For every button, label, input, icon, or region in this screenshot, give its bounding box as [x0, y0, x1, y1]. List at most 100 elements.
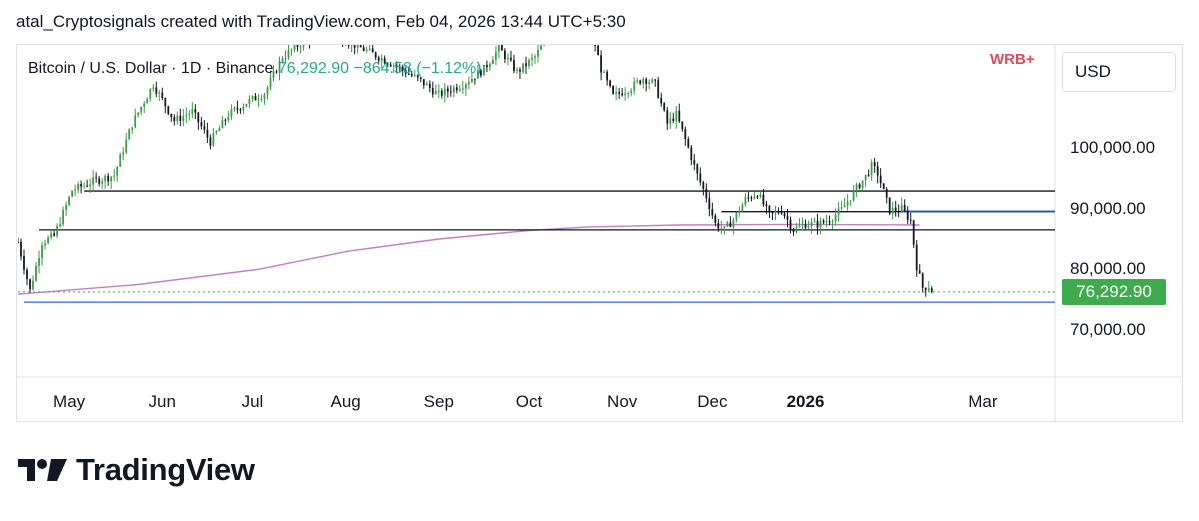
candle — [206, 129, 209, 138]
candle — [627, 93, 630, 95]
candle — [789, 219, 792, 230]
candle — [41, 245, 43, 258]
last-price-tag: 76,292.90 — [1062, 278, 1166, 305]
candle — [236, 107, 239, 110]
candle — [720, 228, 723, 230]
candle — [26, 269, 28, 280]
candle — [675, 111, 678, 122]
symbol-legend[interactable]: Bitcoin / U.S. Dollar · 1D · Binance 76,… — [28, 60, 482, 78]
candle — [339, 36, 341, 37]
candle — [678, 111, 681, 122]
candle — [248, 98, 251, 104]
candle — [68, 196, 70, 205]
candle — [483, 64, 485, 76]
candle — [83, 185, 85, 187]
candle — [137, 112, 140, 116]
candle — [864, 174, 867, 181]
candle — [158, 92, 161, 94]
candle — [155, 87, 158, 94]
candle — [606, 71, 608, 81]
candle — [233, 107, 236, 110]
candle — [711, 209, 714, 216]
candle — [576, 6, 578, 7]
candle — [642, 79, 645, 84]
candle — [819, 220, 822, 228]
candle — [777, 211, 780, 213]
candle — [368, 48, 371, 50]
price-tick-label: 90,000.00 — [1070, 198, 1146, 218]
candle — [921, 273, 924, 288]
candle — [816, 221, 819, 228]
candle — [909, 219, 912, 221]
candle — [912, 220, 915, 245]
tradingview-logo[interactable]: TradingView — [18, 452, 255, 488]
candle — [597, 45, 599, 56]
candle — [293, 45, 296, 50]
candle — [624, 93, 627, 96]
candle — [59, 224, 61, 227]
candle — [413, 75, 416, 77]
candle — [774, 211, 777, 213]
candle — [846, 201, 849, 206]
candle — [20, 242, 22, 257]
currency-selector[interactable]: USD — [1062, 52, 1176, 92]
candle — [837, 208, 840, 215]
candle — [615, 92, 618, 94]
candle — [858, 184, 861, 188]
candle — [549, 35, 551, 37]
candle — [591, 22, 593, 31]
candle — [543, 45, 545, 46]
candle — [32, 280, 34, 290]
candle — [362, 47, 365, 51]
moving-average-line — [18, 223, 920, 295]
candle — [410, 74, 413, 76]
candle — [65, 204, 67, 210]
chart-attribution: atal_Cryptosignals created with TradingV… — [16, 12, 626, 31]
candle — [62, 210, 64, 225]
candle — [110, 176, 113, 182]
candle — [693, 160, 696, 165]
candle — [744, 197, 747, 205]
candle — [306, 38, 308, 39]
candle — [449, 91, 452, 93]
candle — [876, 166, 879, 176]
candle — [318, 33, 320, 34]
candle — [798, 225, 801, 227]
candle — [428, 83, 431, 88]
candle — [23, 256, 25, 270]
candle — [221, 119, 224, 128]
tradingview-logo-icon — [18, 459, 67, 481]
candle — [738, 211, 741, 213]
candle — [215, 131, 218, 134]
candle — [633, 81, 636, 91]
candle — [594, 45, 596, 46]
candle — [573, 1, 575, 7]
candle — [843, 205, 846, 208]
candle — [708, 198, 711, 209]
candle — [197, 112, 200, 123]
candle — [107, 175, 110, 182]
candle — [257, 99, 260, 101]
candle — [492, 59, 494, 64]
candle — [630, 90, 633, 94]
time-tick-label: 2026 — [786, 392, 825, 411]
candle — [894, 207, 897, 211]
candle — [287, 50, 290, 58]
candle — [359, 45, 362, 48]
candle — [86, 185, 88, 187]
candle — [185, 115, 188, 117]
candle — [870, 162, 873, 176]
candle — [333, 34, 335, 37]
candle — [321, 33, 323, 38]
candle — [401, 66, 404, 71]
candle — [735, 212, 738, 220]
candle — [588, 15, 590, 21]
candle — [324, 37, 326, 39]
candle — [312, 35, 314, 41]
candle — [924, 287, 927, 291]
candle — [771, 212, 774, 214]
candle — [386, 63, 389, 65]
candle — [831, 221, 834, 223]
candle — [342, 37, 344, 44]
